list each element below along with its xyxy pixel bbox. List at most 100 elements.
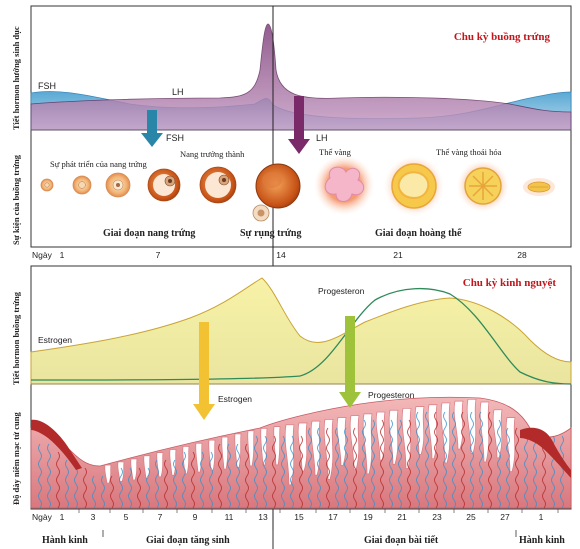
- day-tick-bottom: 21: [397, 512, 407, 522]
- endometrial-vein: [128, 467, 132, 509]
- spiral-artery: [515, 427, 519, 509]
- endometrial-vein: [497, 419, 501, 509]
- spiral-artery: [434, 411, 438, 509]
- lh-top-label: LH: [172, 87, 184, 97]
- luteal-phase-label: Giai đoạn hoàng thể: [375, 228, 462, 239]
- degenerating-corpus-luteum-label: Thể vàng thoái hóa: [436, 147, 502, 157]
- endometrial-vein: [101, 475, 105, 509]
- mature-follicle: [255, 163, 301, 209]
- endometrial-vein: [47, 443, 51, 509]
- corpus-albicans: [523, 178, 555, 196]
- endometrial-vein: [290, 435, 294, 509]
- ovarian-cycle-title: Chu kỳ buồng trứng: [454, 31, 551, 43]
- endometrial-gland: [401, 408, 412, 469]
- day-tick-top: 14: [276, 250, 286, 260]
- day-tick-bottom: 1: [539, 512, 544, 522]
- endometrial-gland: [453, 400, 464, 450]
- endometrial-gland: [247, 430, 255, 467]
- estrogen-arrow-label: Estrogen: [218, 394, 252, 404]
- endometrial-gland: [104, 464, 112, 484]
- day-tick-bottom: 3: [91, 512, 96, 522]
- endometrial-vein: [65, 459, 69, 509]
- estrogen-arrow: [193, 322, 215, 420]
- day-axis-bottom-label: Ngày: [32, 512, 53, 522]
- endometrial-gland: [388, 409, 399, 465]
- endometrial-vein: [479, 411, 483, 509]
- endometrial-vein: [155, 459, 159, 509]
- endometrial-vein: [119, 467, 123, 509]
- endometrial-vein: [371, 419, 375, 509]
- day-tick-bottom: 1: [60, 512, 65, 522]
- endometrial-vein: [281, 435, 285, 509]
- released-oocyte: [252, 204, 270, 222]
- corpus-luteum-label: Thể vàng: [319, 147, 352, 157]
- spiral-artery: [380, 419, 384, 509]
- ovarian-hormone-axis-label: Tiết hormon buồng trứng: [11, 291, 21, 385]
- follicle-development-label: Sự phát triển của nang trứng: [50, 159, 148, 169]
- secretory-phase-label: Giai đoạn bài tiết: [364, 535, 439, 546]
- endometrial-vein: [443, 411, 447, 509]
- day-tick-bottom: 13: [258, 512, 268, 522]
- day-tick-top: 21: [393, 250, 403, 260]
- endometrial-vein: [398, 419, 402, 509]
- menstruation-left-label: Hành kinh: [42, 535, 88, 546]
- spiral-artery: [83, 467, 87, 509]
- ovarian-events-axis-label: Sự kiện của buồng trứng: [11, 154, 21, 245]
- spiral-artery: [488, 411, 492, 509]
- endometrial-gland: [221, 436, 229, 470]
- endometrial-gland: [284, 424, 295, 486]
- endometrium-axis-label: Độ dày niêm mạc tử cung: [11, 412, 21, 505]
- day-tick-bottom: 7: [158, 512, 163, 522]
- spiral-artery: [245, 443, 249, 509]
- endometrial-vein: [560, 435, 564, 509]
- follicular-phase-label: Giai đoạn nang trứng: [103, 228, 195, 239]
- endometrial-vein: [533, 435, 537, 509]
- endometrial-gland: [208, 439, 216, 471]
- day-tick-top: 1: [60, 250, 65, 260]
- menstrual-shedding-left: [31, 419, 82, 470]
- endometrial-vein: [308, 427, 312, 509]
- endometrial-vein: [344, 427, 348, 509]
- endometrial-vein: [389, 419, 393, 509]
- spiral-artery: [110, 475, 114, 509]
- endometrial-gland: [336, 417, 347, 466]
- early-corpus-luteum: [314, 155, 374, 215]
- estrogen-curve-label: Estrogen: [38, 335, 72, 345]
- endometrial-gland: [169, 449, 177, 476]
- menstruation-right-label: Hành kinh: [519, 535, 565, 546]
- day-tick-bottom: 19: [363, 512, 373, 522]
- day-tick-bottom: 15: [294, 512, 304, 522]
- spiral-artery: [218, 443, 222, 509]
- endometrial-vein: [263, 435, 267, 509]
- proliferative-phase-label: Giai đoạn tăng sinh: [146, 535, 230, 546]
- endometrial-vein: [200, 451, 204, 509]
- endometrial-vein: [173, 459, 177, 509]
- endometrial-vein: [92, 475, 96, 509]
- primordial-follicle: [40, 178, 54, 192]
- endometrial-gland: [479, 401, 490, 463]
- spiral-artery: [353, 427, 357, 509]
- regressing-corpus-luteum: [457, 160, 509, 212]
- fsh-arrow: [141, 110, 163, 147]
- day-tick-bottom: 11: [225, 512, 234, 522]
- day-axis-bottom: 1 3 5 7 9 11 13 15 17 19 21 23 25 27 1: [60, 509, 559, 522]
- secondary-follicle: [105, 172, 131, 198]
- lh-curve: [30, 23, 572, 131]
- lh-arrow: [288, 96, 310, 154]
- spiral-artery: [137, 467, 141, 509]
- endometrial-gland: [234, 433, 242, 468]
- endometrial-vein: [236, 443, 240, 509]
- endometrial-vein: [425, 411, 429, 509]
- day-tick-bottom: 5: [124, 512, 129, 522]
- phase-dividers: [102, 530, 517, 549]
- spiral-artery: [56, 451, 60, 509]
- spiral-artery: [326, 427, 330, 509]
- large-antral-follicle: [199, 166, 237, 204]
- spiral-artery: [272, 435, 276, 509]
- endometrial-vein: [524, 435, 528, 509]
- day-axis-top: 1 7 14 21 28: [60, 250, 527, 260]
- day-tick-top: 28: [517, 250, 527, 260]
- endometrial-vein: [470, 411, 474, 509]
- endometrial-vein: [506, 427, 510, 509]
- endometrial-vein: [452, 411, 456, 509]
